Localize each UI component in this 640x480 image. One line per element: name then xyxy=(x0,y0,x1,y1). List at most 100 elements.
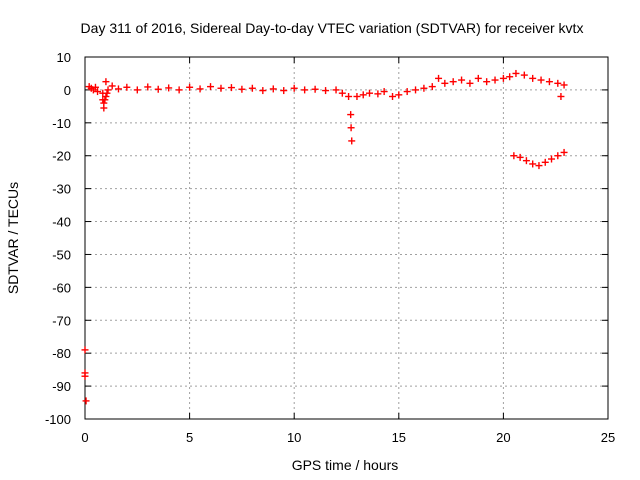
data-point xyxy=(81,372,89,380)
data-point xyxy=(554,79,562,87)
data-point xyxy=(389,92,397,100)
data-point xyxy=(395,91,403,99)
data-point xyxy=(114,85,122,93)
plot-frame xyxy=(84,56,609,420)
y-tick-label: -10 xyxy=(52,116,71,131)
data-point xyxy=(522,157,530,165)
data-point xyxy=(165,84,173,92)
y-tick-label: -40 xyxy=(52,215,71,230)
x-axis-label: GPS time / hours xyxy=(292,457,399,473)
data-point xyxy=(269,85,277,93)
data-point xyxy=(175,86,183,94)
data-point xyxy=(412,86,420,94)
y-tick-label: -60 xyxy=(52,280,71,295)
data-point xyxy=(104,86,112,94)
data-point xyxy=(108,82,116,90)
data-point xyxy=(81,346,89,354)
data-point xyxy=(347,124,355,132)
data-point xyxy=(545,78,553,86)
y-tick-label: -30 xyxy=(52,182,71,197)
data-point xyxy=(441,79,449,87)
data-point xyxy=(290,84,298,92)
data-point xyxy=(322,87,330,95)
data-point xyxy=(529,160,537,168)
data-point xyxy=(548,155,556,163)
data-point xyxy=(512,69,520,77)
x-tick-label: 10 xyxy=(287,430,301,445)
data-point xyxy=(332,86,340,94)
x-tick-label: 25 xyxy=(601,430,615,445)
data-point xyxy=(506,73,514,81)
y-tick-label: -20 xyxy=(52,149,71,164)
data-points xyxy=(81,69,568,405)
data-point xyxy=(458,76,466,84)
data-point xyxy=(535,162,543,170)
data-point xyxy=(529,74,537,82)
data-point xyxy=(449,78,457,86)
data-point xyxy=(207,83,215,91)
data-point xyxy=(280,87,288,95)
data-point xyxy=(133,86,141,94)
data-point xyxy=(491,76,499,84)
y-axis-label: SDTVAR / TECUs xyxy=(5,182,21,294)
data-point xyxy=(100,104,108,112)
data-point xyxy=(466,79,474,87)
y-tick-label: -70 xyxy=(52,313,71,328)
data-point xyxy=(338,89,346,97)
data-point xyxy=(541,158,549,166)
data-point xyxy=(359,91,367,99)
data-point xyxy=(520,71,528,79)
data-point xyxy=(259,87,267,95)
data-point xyxy=(91,83,99,91)
data-point xyxy=(353,92,361,100)
chart-title: Day 311 of 2016, Sidereal Day-to-day VTE… xyxy=(81,20,584,36)
x-tick-label: 0 xyxy=(81,430,88,445)
data-point xyxy=(301,86,309,94)
data-point xyxy=(347,111,355,119)
data-point xyxy=(348,137,356,145)
x-tick-label: 15 xyxy=(392,430,406,445)
data-point xyxy=(560,148,568,156)
data-point xyxy=(474,74,482,82)
data-point xyxy=(248,84,256,92)
data-point xyxy=(499,74,507,82)
y-tick-label: -80 xyxy=(52,346,71,361)
data-point xyxy=(435,74,443,82)
data-point xyxy=(557,92,565,100)
data-point xyxy=(537,76,545,84)
data-point xyxy=(420,84,428,92)
data-point xyxy=(102,78,110,86)
data-point xyxy=(366,89,374,97)
data-point xyxy=(94,88,102,96)
data-point xyxy=(217,84,225,92)
x-tick-label: 20 xyxy=(496,430,510,445)
data-point xyxy=(374,90,382,98)
data-point xyxy=(227,84,235,92)
data-point xyxy=(101,96,109,104)
data-point xyxy=(516,153,524,161)
data-point xyxy=(560,81,568,89)
data-point xyxy=(123,83,131,91)
y-tick-label: -90 xyxy=(52,379,71,394)
data-point xyxy=(238,85,246,93)
data-point xyxy=(186,83,194,91)
data-point xyxy=(428,83,436,91)
data-point xyxy=(103,89,111,97)
data-point xyxy=(144,83,152,91)
data-point xyxy=(380,88,388,96)
y-tick-label: 10 xyxy=(57,50,71,65)
data-point xyxy=(102,92,110,100)
data-point xyxy=(510,152,518,160)
grid-lines xyxy=(85,57,608,419)
y-tick-label: -100 xyxy=(45,412,71,427)
data-point xyxy=(554,152,562,160)
data-point xyxy=(311,85,319,93)
data-point xyxy=(82,397,90,405)
data-point xyxy=(154,85,162,93)
data-point xyxy=(483,78,491,86)
data-point xyxy=(345,92,353,100)
axis-ticks: 10 0 -10 -20 -30 -40 -50 -60 -70 -80 -90 -100 0 5 10 15… xyxy=(45,50,615,445)
y-tick-label: 0 xyxy=(64,83,71,98)
data-point xyxy=(196,85,204,93)
